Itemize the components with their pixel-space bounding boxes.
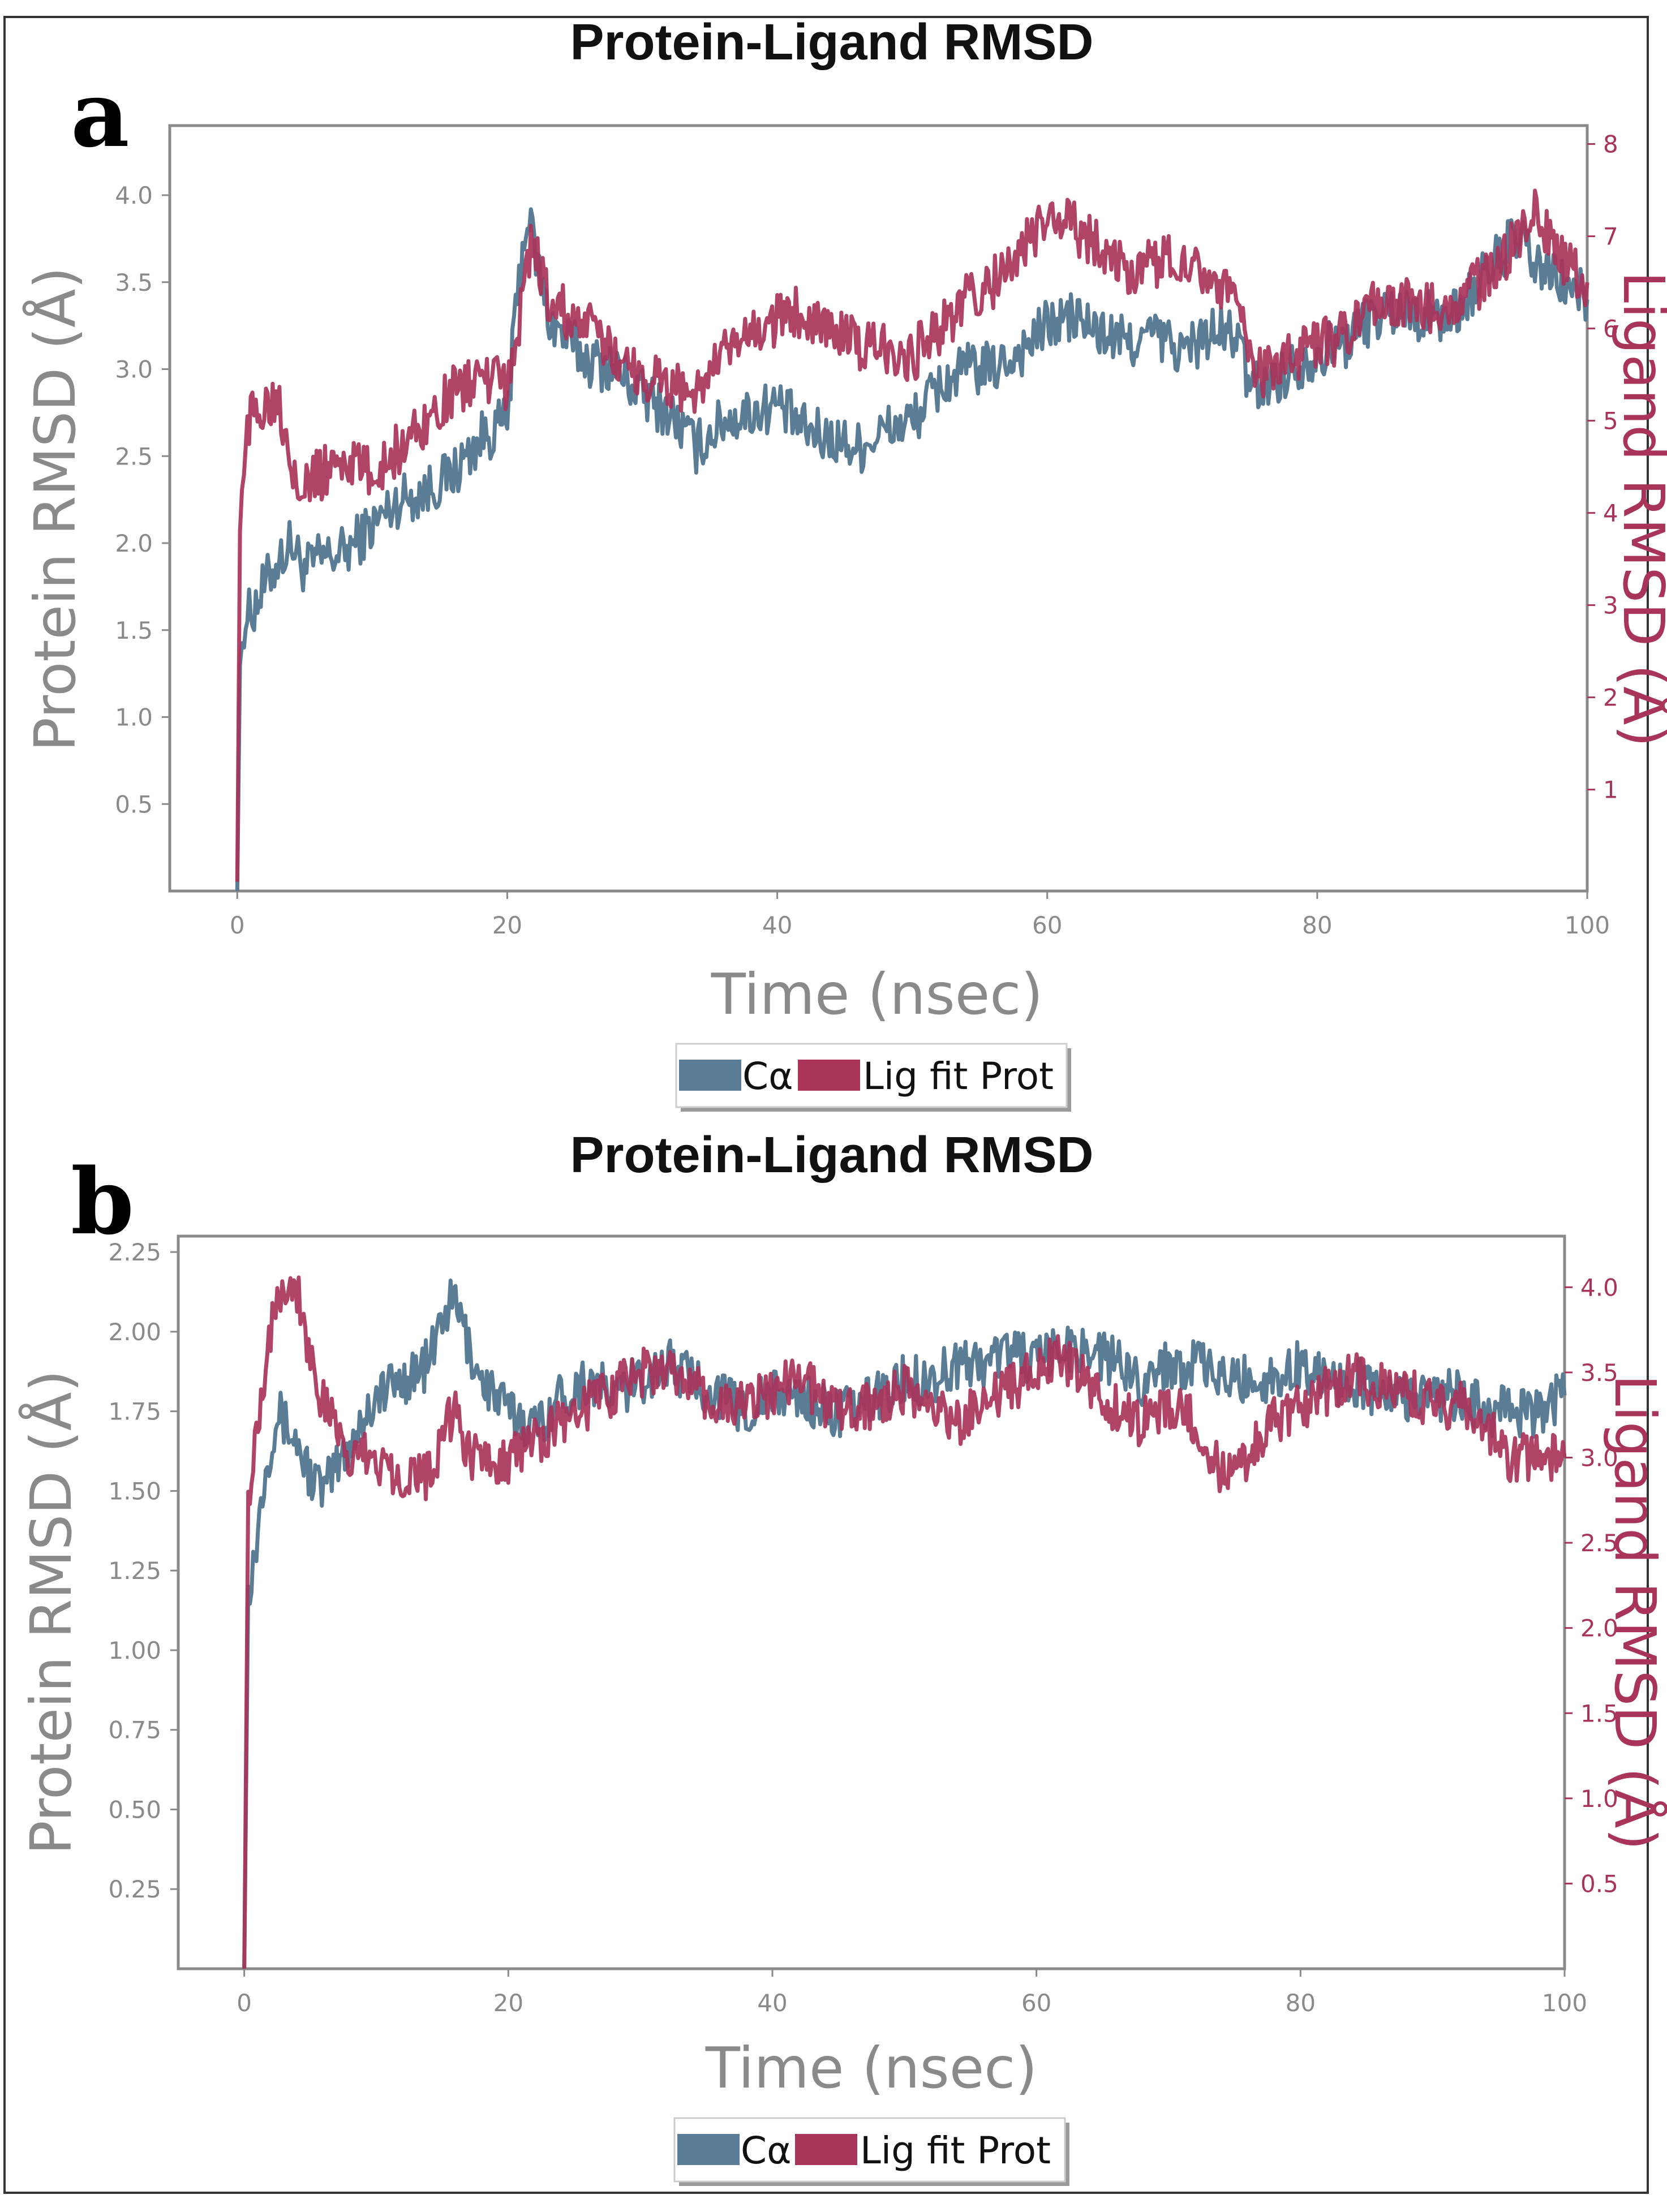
panel-b-y-tick-label: 2.00 (108, 1318, 161, 1346)
panel-a-letter: a (71, 61, 130, 167)
panel-a-legend-label-protein: Cα (742, 1055, 793, 1098)
panel-b-y-tick-label: 0.75 (108, 1716, 161, 1744)
panel-b-y-tick-label: 2.25 (108, 1238, 161, 1266)
panel-b-y-tick-label: 1.75 (108, 1398, 161, 1426)
panel-b-title: Protein-Ligand RMSD (570, 1127, 1094, 1184)
panel-b-legend: Cα Lig fit Prot (673, 2117, 1069, 2186)
panel-a-y-tick-label: 3.0 (115, 356, 153, 384)
panel-b-y2-tick-label: 2.0 (1580, 1615, 1618, 1642)
panel-a-y-tick-label: 4.0 (115, 182, 153, 209)
panel-a-plot-area (168, 124, 1589, 893)
panel-a-y2-tick-label: 4 (1603, 500, 1618, 527)
panel-a-series-ligand-fit-prot-line (235, 188, 1589, 882)
panel-a-y2-tick-label: 2 (1603, 684, 1618, 712)
panel-b-y2-tick-label: 4.0 (1580, 1273, 1618, 1301)
panel-b-x-tick-label: 60 (1021, 1989, 1051, 2017)
panel-a-legend-swatch-protein (679, 1060, 741, 1091)
panel-b-y-tick-label: 1.25 (108, 1557, 161, 1585)
panel-a-x-axis-label: Time (nsec) (711, 961, 1043, 1027)
panel-a-y2-tick-label: 1 (1603, 776, 1618, 804)
panel-b-y2-tick-label: 1.0 (1580, 1785, 1618, 1813)
panel-b-x-tick-label: 100 (1542, 1989, 1587, 2017)
panel-b-y2-tick-label: 1.5 (1580, 1699, 1618, 1727)
panel-b-series-ligand-fit-prot-line (242, 1275, 1567, 1969)
panel-a-y2-tick-label: 7 (1603, 223, 1618, 251)
panel-a-chart: a Protein-Ligand RMSD 0 20 40 60 80 100 0.5 1.… (22, 14, 1667, 1112)
panel-b-x-tick-label: 80 (1286, 1989, 1316, 2017)
panel-b-x-tick-label: 40 (757, 1989, 787, 2017)
panel-b-y2-tick-label: 0.5 (1580, 1870, 1618, 1897)
panel-b-legend-label-ligand: Lig fit Prot (860, 2129, 1051, 2172)
panel-b-y2-tick-label: 3.5 (1580, 1359, 1618, 1387)
panel-b-y-tick-label: 1.50 (108, 1477, 161, 1505)
panel-b-y2-tick-label: 3.0 (1580, 1444, 1618, 1472)
panel-a-y-tick-label: 1.5 (115, 617, 153, 644)
panel-b-letter: b (71, 1148, 134, 1255)
figure-frame (3, 16, 1649, 2194)
panel-a-x-tick-label: 60 (1032, 911, 1062, 939)
panel-a-x-tick-label: 80 (1302, 911, 1332, 939)
panel-b-x-tick-label: 0 (237, 1989, 252, 2017)
panel-b-legend-swatch-ligand (795, 2134, 857, 2165)
panel-a-y2-tick-label: 6 (1603, 315, 1618, 343)
panel-a-y-tick-label: 2.5 (115, 442, 153, 470)
panel-a-legend: Cα Lig fit Prot (675, 1043, 1071, 1112)
panel-a-y2-tick-label: 5 (1603, 407, 1618, 435)
panel-b-y-tick-label: 0.50 (108, 1796, 161, 1823)
panel-a-y-axis-label: Protein RMSD (Å) (22, 267, 88, 752)
panel-b-y-axis-label: Protein RMSD (Å) (18, 1370, 84, 1855)
panel-b-y2-tick-label: 2.5 (1580, 1529, 1618, 1557)
panel-a-title: Protein-Ligand RMSD (570, 14, 1094, 71)
panel-b-x-axis-label: Time (nsec) (705, 2035, 1038, 2101)
panel-a-x-tick-label: 100 (1565, 911, 1610, 939)
panel-b-chart: b Protein-Ligand RMSD 0 20 40 60 80 100 0.25 0… (18, 1127, 1667, 2186)
panel-b-legend-label-protein: Cα (741, 2129, 792, 2172)
panel-a-legend-swatch-ligand (798, 1060, 860, 1091)
panel-b-y-tick-label: 0.25 (108, 1875, 161, 1903)
panel-b-legend-swatch-protein (677, 2134, 740, 2165)
panel-b-y-tick-label: 1.00 (108, 1637, 161, 1664)
panel-a-x-tick-label: 20 (492, 911, 522, 939)
panel-a-legend-label-ligand: Lig fit Prot (863, 1055, 1054, 1098)
panel-a-y-tick-label: 2.0 (115, 530, 153, 557)
panel-a-x-tick-label: 40 (762, 911, 792, 939)
panel-a-y-tick-label: 1.0 (115, 704, 153, 731)
panel-a-y-tick-label: 3.5 (115, 269, 153, 296)
panel-b-plot-area (177, 1234, 1566, 1970)
panel-a-y2-tick-label: 8 (1603, 131, 1618, 158)
panel-b-x-tick-label: 20 (493, 1989, 523, 2017)
panel-a-y2-tick-label: 3 (1603, 592, 1618, 619)
panel-a-y-tick-label: 0.5 (115, 790, 153, 818)
panel-a-x-tick-label: 0 (230, 911, 245, 939)
panel-a-y2-axis-label: Ligand RMSD (Å) (1610, 271, 1667, 747)
panel-b-y2-axis-label: Ligand RMSD (Å) (1602, 1374, 1667, 1850)
